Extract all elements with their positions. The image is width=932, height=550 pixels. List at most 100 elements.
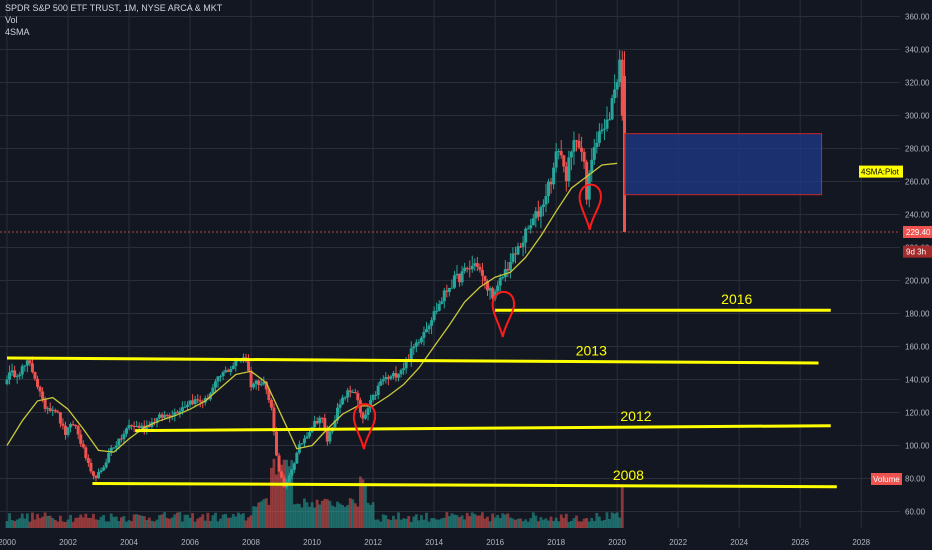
volume-bar (348, 498, 352, 528)
indicator-sma-label[interactable]: 4SMA (5, 27, 30, 37)
candle-body (193, 399, 197, 405)
candle-body (409, 348, 413, 361)
volume-bar (478, 515, 482, 528)
volume-bar (137, 514, 141, 528)
volume-bar (488, 521, 492, 528)
volume-bar (473, 513, 477, 528)
volume-bar (239, 514, 243, 528)
trend-line-label: 2013 (576, 343, 607, 359)
red-pin-marker[interactable] (491, 291, 515, 338)
volume-bar (193, 521, 197, 528)
volume-bar (231, 513, 235, 528)
symbol-title[interactable]: SPDR S&P 500 ETF TRUST, 1M, NYSE ARCA & … (5, 3, 223, 13)
volume-bar (521, 521, 525, 528)
candle-body (302, 438, 306, 444)
candle-body (320, 417, 324, 419)
candle-body (140, 425, 144, 428)
volume-bar (247, 517, 250, 528)
price-tick-label: 280.00 (905, 145, 930, 154)
red-pin-marker[interactable] (352, 403, 376, 450)
candle-body (23, 365, 27, 367)
candle-body (66, 427, 70, 435)
volume-bar (536, 521, 540, 528)
candle-body (486, 280, 490, 291)
trend-line-2013[interactable] (6, 356, 819, 365)
candle-body (112, 447, 116, 449)
candle-body (272, 407, 276, 432)
volume-bar (432, 518, 436, 528)
candle-body (328, 431, 332, 442)
volume-bar (592, 521, 596, 528)
volume-bar (356, 506, 360, 528)
candle-body (526, 228, 530, 230)
candle-body (371, 395, 375, 401)
candle-body (137, 425, 141, 428)
candle-body (511, 253, 515, 262)
candle-body (419, 337, 423, 343)
candle-body (460, 271, 464, 283)
trend-line-2012[interactable] (135, 424, 831, 433)
candle-body (404, 359, 408, 369)
candle-body (427, 325, 431, 330)
volume-bar (600, 520, 604, 528)
volume-bars (5, 458, 624, 528)
annotations[interactable]: 2016 2013 2012 2008 (6, 133, 837, 489)
red-pin-marker[interactable] (578, 183, 602, 230)
candle-body (295, 452, 299, 464)
volume-bar (214, 512, 217, 528)
candle-body (414, 342, 418, 347)
candle-body (602, 128, 606, 130)
volume-bar (615, 512, 619, 528)
volume-bar (254, 506, 258, 528)
candle-body (582, 151, 586, 162)
candle-body (590, 159, 594, 174)
volume-bar (427, 521, 431, 528)
candle-body (290, 469, 294, 476)
candle-body (394, 373, 398, 378)
volume-bar (496, 515, 500, 528)
candle-body (491, 288, 495, 299)
candle-body (186, 404, 190, 407)
candle-body (343, 397, 347, 399)
candle-body (13, 370, 17, 377)
volume-bar (160, 514, 164, 528)
candle-body (267, 389, 271, 400)
volume-bar (183, 514, 187, 528)
volume-bar (603, 519, 606, 528)
candle-body (557, 151, 561, 153)
candle-body (529, 225, 533, 229)
indicator-vol-label[interactable]: Vol (5, 15, 18, 25)
volume-bar (397, 512, 400, 528)
volume-bar (374, 519, 378, 528)
candle-body (361, 412, 365, 419)
grid (0, 0, 900, 528)
candle-body (615, 82, 619, 90)
candle-body (595, 142, 599, 148)
candle-body (422, 332, 426, 338)
price-axis: 60.00 80.00 100.00 120.00 140.00 160.00 180.00… (859, 13, 932, 517)
volume-bar (430, 518, 433, 528)
volume-bar (28, 521, 32, 528)
volume-bar (112, 516, 116, 528)
volume-bar (575, 515, 578, 528)
target-box[interactable] (624, 133, 823, 196)
sma-line (6, 162, 618, 453)
candle-body (76, 426, 80, 435)
price-tick-label: 160.00 (905, 343, 930, 352)
volume-bar (290, 460, 294, 528)
candle-body (89, 462, 93, 472)
candle-body (432, 311, 436, 321)
time-tick-label: 2014 (425, 538, 443, 547)
volume-bar (295, 503, 299, 528)
volume-bar (323, 498, 327, 528)
candle-body (524, 228, 528, 243)
volume-bar (66, 519, 70, 528)
time-tick-label: 2020 (608, 538, 626, 547)
volume-bar (493, 517, 497, 528)
trend-line-2008[interactable] (92, 481, 837, 489)
volume-bar (292, 504, 296, 528)
candle-body (399, 370, 403, 375)
volume-bar (511, 518, 515, 528)
